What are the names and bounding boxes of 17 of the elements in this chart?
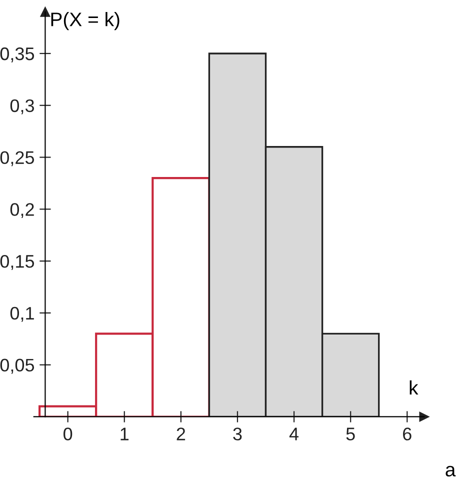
y-tick-label: 0,2	[10, 203, 34, 218]
y-tick-label: 0,15	[0, 254, 34, 270]
y-tick-label: 0,1	[10, 306, 34, 322]
x-tick-label: 3	[233, 428, 242, 440]
y-tick-label: 0,05	[0, 358, 34, 374]
x-tick-label: 6	[403, 428, 412, 440]
y-tick-label: 0,35	[0, 47, 34, 62]
y-tick-label: 0,25	[0, 151, 34, 166]
x-tick-label: 2	[176, 428, 186, 440]
x-tick-label: 4	[289, 428, 299, 440]
x-tick-label: 1	[120, 428, 129, 440]
x-axis-title: k	[410, 380, 418, 394]
y-tick-label: 0,3	[10, 99, 34, 114]
text: a	[446, 466, 456, 477]
y-axis-title: P(X = k)	[51, 12, 120, 30]
x-tick-label: 0	[64, 428, 72, 440]
x-tick-label: 5	[346, 428, 355, 440]
